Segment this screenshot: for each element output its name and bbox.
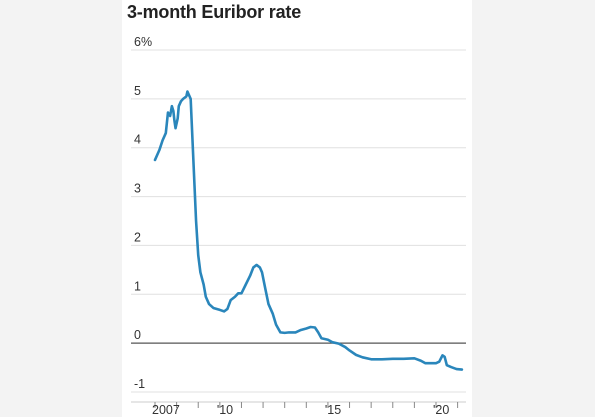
y-tick-label: 6%	[134, 35, 152, 49]
x-tick-label: '15	[325, 403, 341, 417]
x-tick-label: 2007	[152, 403, 180, 417]
y-tick-label: 5	[134, 84, 141, 98]
y-tick-labels: 6% 5 4 3 2 1 0 -1	[134, 35, 152, 391]
grid-lines	[131, 49, 466, 393]
chart-title: 3-month Euribor rate	[127, 2, 302, 22]
chart-panel	[122, 0, 472, 417]
y-tick-label: 1	[134, 279, 141, 293]
x-tick-label: '10	[217, 403, 233, 417]
series-line-euribor	[153, 90, 464, 371]
y-tick-label: -1	[134, 377, 145, 391]
y-tick-label: 4	[134, 133, 141, 147]
y-tick-label: 0	[134, 328, 141, 342]
x-axis-ticks: 2007 '10 '15 '20	[131, 401, 466, 417]
series-layer	[153, 90, 464, 371]
y-tick-label: 3	[134, 182, 141, 196]
y-tick-label: 2	[134, 230, 141, 244]
x-tick-label: '20	[433, 403, 449, 417]
